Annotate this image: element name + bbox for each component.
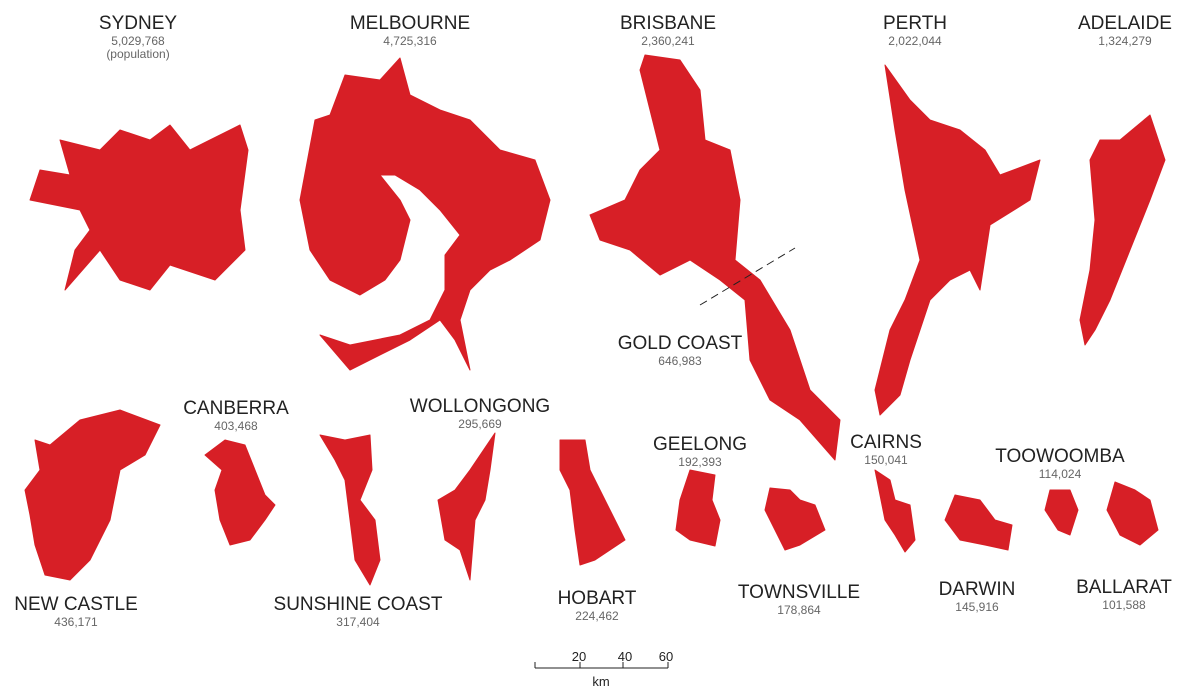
scale-label: 20 [572, 649, 586, 664]
city-population: 1,324,279 [1098, 34, 1152, 48]
wollongong-shape [437, 432, 496, 581]
city-name: SYDNEY [99, 13, 177, 34]
city-name: DARWIN [939, 579, 1016, 600]
city-population: 101,588 [1102, 598, 1146, 612]
city-name: TOOWOOMBA [995, 446, 1125, 467]
townsville-shape [764, 487, 826, 551]
population-note: (population) [106, 47, 169, 61]
melbourne-shape [299, 57, 551, 371]
city-name: WOLLONGONG [410, 396, 550, 417]
city-name: HOBART [558, 588, 637, 609]
cairns-shape [874, 469, 916, 553]
city-name: BRISBANE [620, 13, 716, 34]
city-population: 224,462 [575, 609, 619, 623]
city-name: GEELONG [653, 434, 747, 455]
city-name: PERTH [883, 13, 947, 34]
hobart-shape [559, 439, 626, 566]
adelaide-shape [1079, 114, 1166, 346]
city-population: 436,171 [54, 615, 98, 629]
city-population: 295,669 [458, 417, 502, 431]
city-name: ADELAIDE [1078, 13, 1172, 34]
newcastle-shape [24, 409, 161, 581]
geelong-shape [675, 469, 721, 547]
ballarat-shape [1106, 481, 1159, 546]
scale-label: 60 [659, 649, 673, 664]
city-population: 178,864 [777, 603, 821, 617]
city-population: 5,029,768 [111, 34, 165, 48]
canberra-shape [204, 439, 276, 546]
city-name: MELBOURNE [350, 13, 470, 34]
city-name: CAIRNS [850, 432, 922, 453]
perth-shape [874, 64, 1041, 416]
city-name: NEW CASTLE [14, 594, 138, 615]
city-population: 150,041 [864, 453, 908, 467]
city-population: 646,983 [658, 354, 702, 368]
city-shapes [24, 54, 1166, 586]
city-name: SUNSHINE COAST [274, 594, 443, 615]
sunshine-coast-shape [319, 434, 381, 586]
city-name: TOWNSVILLE [738, 582, 860, 603]
city-population: 114,024 [1039, 467, 1082, 481]
city-population: 4,725,316 [383, 34, 437, 48]
scale-label: 40 [618, 649, 632, 664]
darwin-shape [944, 494, 1013, 551]
city-name: BALLARAT [1076, 577, 1172, 598]
toowoomba-shape [1044, 489, 1079, 536]
city-population: 403,468 [214, 419, 258, 433]
city-name: GOLD COAST [618, 333, 743, 354]
sydney-shape [29, 124, 249, 291]
scale-unit: km [592, 674, 609, 689]
city-population: 145,916 [955, 600, 999, 614]
brisbane-gold-coast-shape [589, 54, 841, 461]
city-population: 2,360,241 [641, 34, 695, 48]
city-population: 2,022,044 [888, 34, 942, 48]
city-name: CANBERRA [183, 398, 289, 419]
brisbane-gold-coast-divider [699, 247, 796, 306]
city-population: 317,404 [336, 615, 380, 629]
scale-bar: 20 40 60 km [534, 649, 673, 689]
city-population: 192,393 [678, 455, 722, 469]
